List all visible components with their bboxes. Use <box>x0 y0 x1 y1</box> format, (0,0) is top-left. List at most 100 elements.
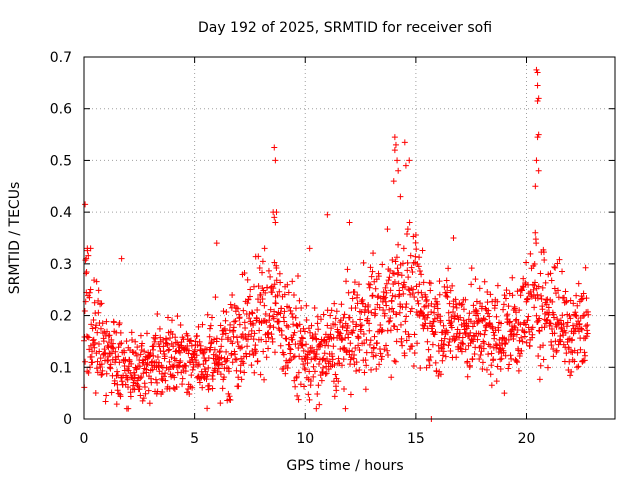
data-point <box>429 323 436 330</box>
data-point <box>257 299 264 306</box>
data-point <box>261 245 268 252</box>
data-point <box>97 355 104 362</box>
data-point <box>134 344 141 351</box>
data-point <box>346 314 353 321</box>
data-point <box>199 321 206 328</box>
data-point <box>584 330 591 337</box>
data-point <box>450 308 457 315</box>
data-point <box>349 318 356 325</box>
data-point <box>330 343 337 350</box>
data-point <box>229 359 236 366</box>
data-point <box>314 320 321 327</box>
data-point <box>545 304 552 311</box>
data-point <box>305 391 312 398</box>
data-point <box>471 351 478 358</box>
data-point <box>207 322 214 329</box>
data-point <box>293 373 300 380</box>
data-point <box>524 317 531 324</box>
data-point <box>259 296 266 303</box>
data-point <box>236 314 243 321</box>
data-point <box>290 332 297 339</box>
data-point <box>152 376 159 383</box>
data-point <box>140 370 147 377</box>
data-point <box>297 381 304 388</box>
data-point <box>272 300 279 307</box>
data-point <box>82 201 89 208</box>
data-point <box>243 353 250 360</box>
data-point <box>534 82 541 89</box>
data-point <box>137 351 144 358</box>
data-point <box>427 354 434 361</box>
data-point <box>106 364 113 371</box>
data-point <box>462 346 469 353</box>
data-point <box>332 371 339 378</box>
data-point <box>349 295 356 302</box>
data-point <box>418 271 425 278</box>
data-point <box>95 309 102 316</box>
data-point <box>114 387 121 394</box>
data-point <box>410 286 417 293</box>
data-point <box>401 279 408 286</box>
data-point <box>450 235 457 241</box>
data-point <box>205 364 212 371</box>
data-point <box>247 286 254 293</box>
data-point <box>557 317 564 324</box>
data-point <box>457 345 464 352</box>
data-point <box>246 351 253 358</box>
data-point <box>349 348 356 355</box>
data-point <box>185 350 192 357</box>
data-point <box>410 363 417 370</box>
data-point <box>447 287 454 294</box>
data-point <box>406 333 413 340</box>
data-point <box>354 291 361 298</box>
data-point <box>517 292 524 299</box>
data-point <box>335 355 342 362</box>
data-point <box>302 366 309 373</box>
data-point <box>160 373 167 380</box>
data-point <box>548 277 555 284</box>
data-point <box>402 162 409 169</box>
data-point <box>453 354 460 361</box>
data-point <box>91 339 98 346</box>
data-point <box>97 301 104 308</box>
data-point <box>246 293 253 300</box>
data-point <box>577 346 584 353</box>
data-point <box>401 283 408 290</box>
data-point <box>393 254 400 261</box>
data-point <box>356 346 363 353</box>
data-point <box>543 301 550 308</box>
data-point <box>94 369 101 376</box>
data-point <box>102 398 109 405</box>
data-point <box>99 320 106 327</box>
data-point <box>531 282 538 289</box>
data-point <box>340 314 347 321</box>
data-point <box>568 368 575 375</box>
data-point <box>547 320 554 327</box>
data-point <box>513 316 520 323</box>
data-point <box>223 309 230 316</box>
data-point <box>560 320 567 327</box>
data-point <box>313 336 320 343</box>
data-point <box>241 270 248 277</box>
data-point <box>110 345 117 352</box>
data-point <box>404 267 411 274</box>
data-point <box>520 275 527 282</box>
data-point <box>222 317 229 324</box>
data-point <box>497 365 504 372</box>
data-point <box>538 295 545 302</box>
data-point <box>324 211 331 218</box>
data-point <box>445 265 452 272</box>
data-point <box>544 316 551 323</box>
data-point <box>524 296 531 303</box>
data-point <box>389 305 396 312</box>
data-point <box>368 273 375 280</box>
data-point <box>581 349 588 356</box>
data-point <box>257 371 264 378</box>
data-point <box>500 301 507 308</box>
data-point <box>240 360 247 367</box>
data-point <box>231 348 238 355</box>
data-point <box>187 337 194 344</box>
data-point <box>229 292 236 299</box>
data-point <box>353 321 360 328</box>
data-point <box>521 328 528 335</box>
